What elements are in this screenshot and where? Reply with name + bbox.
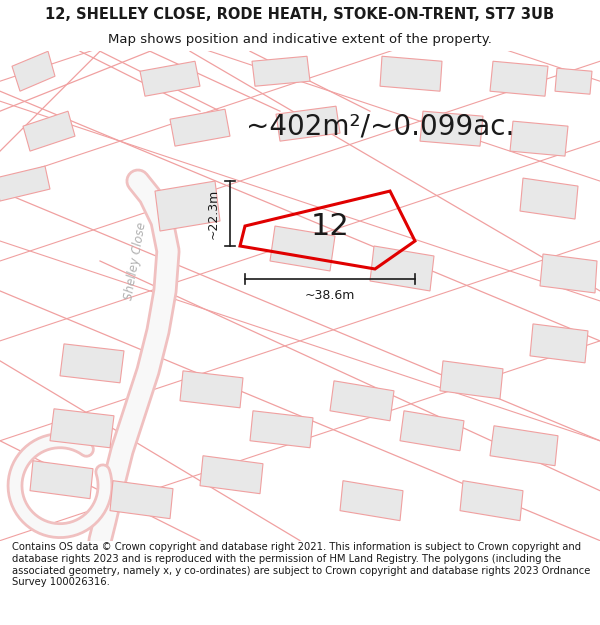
Polygon shape bbox=[370, 246, 434, 291]
Polygon shape bbox=[380, 56, 442, 91]
Polygon shape bbox=[252, 56, 310, 86]
Polygon shape bbox=[490, 426, 558, 466]
Polygon shape bbox=[400, 411, 464, 451]
Polygon shape bbox=[170, 109, 230, 146]
Polygon shape bbox=[155, 181, 220, 231]
Polygon shape bbox=[250, 411, 313, 447]
Text: Contains OS data © Crown copyright and database right 2021. This information is : Contains OS data © Crown copyright and d… bbox=[12, 542, 590, 587]
Polygon shape bbox=[60, 344, 124, 383]
Polygon shape bbox=[270, 226, 335, 271]
Text: ~38.6m: ~38.6m bbox=[305, 289, 355, 302]
Polygon shape bbox=[330, 381, 394, 421]
Text: Map shows position and indicative extent of the property.: Map shows position and indicative extent… bbox=[108, 34, 492, 46]
Polygon shape bbox=[540, 254, 597, 293]
Polygon shape bbox=[0, 166, 50, 201]
Polygon shape bbox=[510, 121, 568, 156]
Text: ~402m²/~0.099ac.: ~402m²/~0.099ac. bbox=[246, 112, 514, 140]
Polygon shape bbox=[460, 481, 523, 521]
Polygon shape bbox=[140, 61, 200, 96]
Polygon shape bbox=[23, 111, 75, 151]
Polygon shape bbox=[200, 456, 263, 494]
Polygon shape bbox=[490, 61, 548, 96]
Text: Shelley Close: Shelley Close bbox=[122, 221, 148, 301]
Text: 12: 12 bbox=[311, 211, 349, 241]
Polygon shape bbox=[555, 68, 592, 94]
Text: ~22.3m: ~22.3m bbox=[207, 188, 220, 239]
Polygon shape bbox=[420, 111, 483, 146]
Polygon shape bbox=[340, 481, 403, 521]
Polygon shape bbox=[520, 178, 578, 219]
Polygon shape bbox=[30, 461, 93, 499]
Polygon shape bbox=[50, 409, 114, 447]
Polygon shape bbox=[440, 361, 503, 399]
Polygon shape bbox=[276, 106, 340, 141]
Polygon shape bbox=[12, 51, 55, 91]
Polygon shape bbox=[530, 324, 588, 363]
Polygon shape bbox=[110, 481, 173, 519]
Polygon shape bbox=[180, 371, 243, 408]
Text: 12, SHELLEY CLOSE, RODE HEATH, STOKE-ON-TRENT, ST7 3UB: 12, SHELLEY CLOSE, RODE HEATH, STOKE-ON-… bbox=[46, 7, 554, 22]
